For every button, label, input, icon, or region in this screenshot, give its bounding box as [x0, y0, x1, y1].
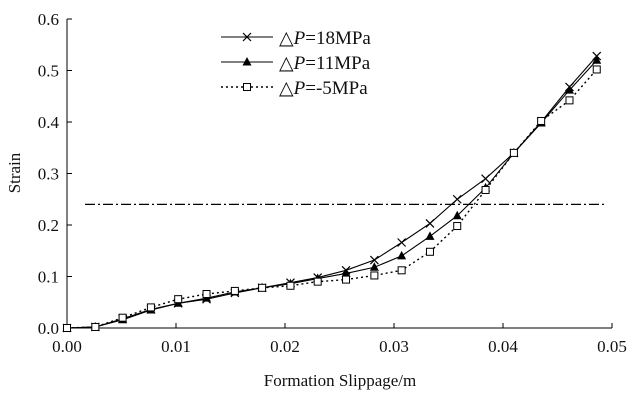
data-point-triangle-marker	[564, 85, 574, 94]
y-tick-label: 0.5	[38, 62, 59, 81]
legend: △P=18MPa△P=11MPa△P=-5MPa	[221, 28, 371, 99]
data-point-triangle-marker	[425, 231, 435, 240]
data-point-square-marker	[230, 286, 239, 295]
x-tick-label: 0.02	[270, 337, 300, 356]
legend-symbol: △	[279, 78, 294, 99]
legend-symbol: △	[279, 28, 294, 49]
data-point-x-marker	[425, 219, 435, 228]
data-point-square-marker	[258, 283, 267, 292]
data-point-triangle-marker	[341, 268, 351, 277]
data-point-square-marker	[481, 185, 490, 194]
x-tick-label: 0.01	[161, 337, 191, 356]
legend-label: △P=-5MPa	[279, 78, 368, 99]
data-point-square-marker	[537, 116, 546, 125]
legend-variable: P	[293, 53, 306, 74]
data-point-square-marker	[313, 277, 322, 286]
y-tick-label: 0.6	[38, 10, 59, 29]
data-point-square-marker	[118, 313, 127, 322]
data-point-square-marker	[342, 275, 351, 284]
series-line	[66, 59, 598, 329]
x-tick-label: 0.05	[597, 337, 627, 356]
y-tick-label: 0.0	[38, 319, 59, 338]
data-point-x-marker	[481, 174, 490, 184]
series-layer	[62, 51, 602, 333]
legend-variable: P	[293, 78, 306, 99]
data-point-square-marker	[146, 303, 155, 312]
data-point-triangle-marker	[592, 55, 602, 64]
data-point-square-marker	[509, 148, 518, 157]
legend-variable: P	[293, 28, 306, 49]
legend-label: △P=18MPa	[279, 28, 371, 49]
x-axis-title: Formation Slippage/m	[264, 371, 417, 390]
data-point-square-marker	[425, 247, 434, 256]
data-point-square-marker	[243, 83, 251, 91]
data-point-triangle-marker	[242, 57, 252, 66]
data-point-x-marker	[397, 238, 407, 247]
legend-item-2: △P=-5MPa	[221, 78, 368, 99]
legend-item-1: △P=11MPa	[221, 53, 371, 74]
x-tick-label: 0.03	[379, 337, 409, 356]
data-point-x-marker	[242, 32, 252, 42]
y-axis-ticks: 0.0 0.1 0.2 0.3 0.4 0.5 0.6	[38, 10, 72, 338]
data-point-square-marker	[397, 266, 406, 275]
y-axis-title: Strain	[5, 152, 24, 193]
series-line	[66, 69, 598, 329]
series-2	[63, 65, 601, 332]
y-tick-label: 0.2	[38, 216, 59, 235]
x-tick-label: 0.04	[488, 337, 518, 356]
y-tick-label: 0.3	[38, 165, 59, 184]
data-point-x-marker	[369, 255, 379, 265]
data-point-triangle-marker	[452, 210, 462, 220]
data-point-square-marker	[592, 65, 601, 74]
data-point-square-marker	[91, 322, 100, 331]
data-point-square-marker	[565, 96, 574, 105]
data-point-square-marker	[174, 295, 183, 304]
y-tick-label: 0.4	[38, 113, 60, 132]
legend-label: △P=11MPa	[279, 53, 371, 74]
legend-symbol: △	[279, 53, 294, 74]
legend-value: =18MPa	[305, 28, 371, 49]
legend-value: =11MPa	[305, 53, 370, 74]
x-tick-label: 0.00	[52, 337, 82, 356]
data-point-x-marker	[452, 194, 462, 204]
data-point-square-marker	[370, 271, 379, 280]
legend-value: =-5MPa	[305, 78, 368, 99]
data-point-triangle-marker	[369, 262, 379, 271]
data-point-square-marker	[202, 290, 211, 299]
legend-item-0: △P=18MPa	[221, 28, 371, 49]
data-point-triangle-marker	[397, 250, 407, 260]
data-point-square-marker	[453, 222, 462, 231]
y-tick-label: 0.1	[38, 268, 59, 287]
x-axis-ticks: 0.00 0.01 0.02 0.03 0.04 0.05	[52, 323, 627, 356]
data-point-square-marker	[63, 324, 71, 332]
data-point-square-marker	[286, 281, 295, 290]
